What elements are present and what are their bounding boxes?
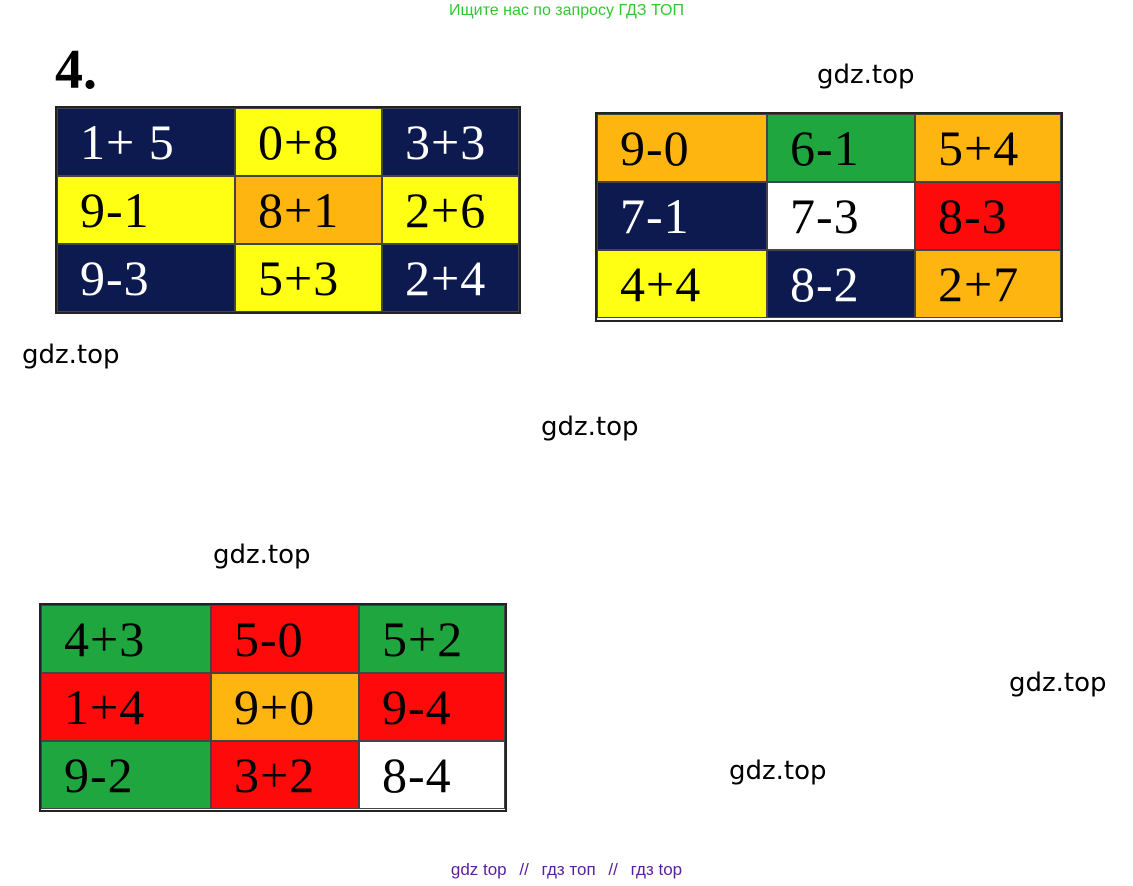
search-hint-banner: Ищите нас по запросу ГДЗ ТОП: [449, 2, 684, 19]
expression-cell: 5+4: [915, 114, 1061, 182]
expression-cell: 5+3: [235, 244, 382, 312]
expression-cell: 8-4: [359, 741, 505, 809]
expression-cell: 1+4: [41, 673, 211, 741]
footer-link-gdz-top[interactable]: gdz top: [450, 860, 507, 879]
watermark: gdz.top: [817, 60, 915, 90]
watermark: gdz.top: [22, 340, 120, 370]
watermark: gdz.top: [213, 540, 311, 570]
expression-cell: 6-1: [767, 114, 915, 182]
expression-cell: 8+1: [235, 176, 382, 244]
expression-grid-1: 1+ 5 0+8 3+3 9-1 8+1 2+6 9-3 5+3 2+4: [55, 106, 521, 314]
expression-grid-3: 4+3 5-0 5+2 1+4 9+0 9-4 9-2 3+2 8-4: [39, 603, 507, 812]
footer-links: gdz top // гдз топ // гдз top: [0, 860, 1133, 880]
footer-separator: //: [519, 860, 529, 879]
expression-cell: 1+ 5: [57, 108, 235, 176]
watermark: gdz.top: [1009, 668, 1107, 698]
footer-separator: //: [608, 860, 618, 879]
watermark: gdz.top: [729, 756, 827, 786]
expression-cell: 9-0: [597, 114, 767, 182]
expression-cell: 3+2: [211, 741, 359, 809]
expression-cell: 4+3: [41, 605, 211, 673]
expression-cell: 9-3: [57, 244, 235, 312]
expression-cell: 7-3: [767, 182, 915, 250]
footer-link-gdz-top-ru[interactable]: гдз топ: [541, 860, 596, 879]
expression-cell: 4+4: [597, 250, 767, 318]
expression-cell: 2+6: [382, 176, 519, 244]
expression-cell: 9-4: [359, 673, 505, 741]
expression-cell: 9-2: [41, 741, 211, 809]
expression-cell: 8-2: [767, 250, 915, 318]
exercise-number: 4.: [55, 39, 97, 101]
expression-cell: 5-0: [211, 605, 359, 673]
expression-cell: 9-1: [57, 176, 235, 244]
expression-cell: 7-1: [597, 182, 767, 250]
expression-cell: 5+2: [359, 605, 505, 673]
footer-link-gdz-top-mixed[interactable]: гдз top: [630, 860, 683, 879]
expression-cell: 8-3: [915, 182, 1061, 250]
expression-cell: 0+8: [235, 108, 382, 176]
expression-cell: 2+4: [382, 244, 519, 312]
expression-cell: 9+0: [211, 673, 359, 741]
expression-cell: 2+7: [915, 250, 1061, 318]
expression-grid-2: 9-0 6-1 5+4 7-1 7-3 8-3 4+4 8-2 2+7: [595, 112, 1063, 322]
watermark: gdz.top: [541, 412, 639, 442]
expression-cell: 3+3: [382, 108, 519, 176]
